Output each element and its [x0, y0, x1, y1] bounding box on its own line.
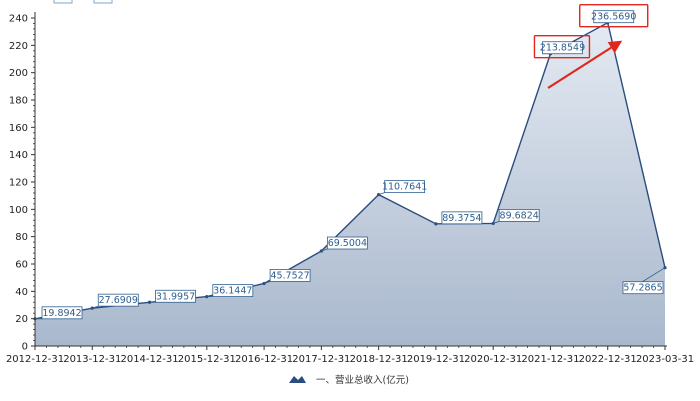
- data-label-leader: [321, 248, 328, 252]
- x-tick-label: 2014-12-31: [120, 354, 178, 365]
- y-tick-label: 0: [22, 342, 28, 353]
- data-label-box: [269, 269, 311, 282]
- y-tick-label: 120: [9, 178, 28, 189]
- data-label-box: [212, 284, 254, 298]
- x-tick-label: 2015-12-31: [178, 354, 236, 365]
- x-tick-label: 2012-12-31: [6, 354, 64, 365]
- y-tick-label: 100: [9, 205, 28, 216]
- data-label-box: [97, 293, 139, 307]
- data-label-box: [622, 281, 664, 295]
- x-tick-label: 2017-12-31: [292, 354, 350, 365]
- y-tick-label: 200: [9, 68, 28, 79]
- data-label-leader: [263, 281, 271, 284]
- y-tick-label: 180: [9, 96, 28, 107]
- data-label: 213.8549: [540, 43, 585, 54]
- data-label: 45.7527: [270, 270, 309, 281]
- x-tick-label: 2020-12-31: [464, 354, 522, 365]
- x-tick-label: 2021-12-31: [521, 354, 579, 365]
- data-label: 36.1447: [213, 286, 252, 297]
- data-label-box: [498, 209, 540, 222]
- y-tick-label: 40: [15, 287, 28, 298]
- toolbar-button-left[interactable]: [53, 0, 73, 4]
- data-label: 27.6909: [99, 295, 138, 306]
- data-label: 57.2865: [623, 283, 662, 294]
- legend-area-icon: [289, 376, 306, 383]
- data-label: 69.5004: [328, 238, 367, 249]
- data-label: 236.5690: [591, 12, 636, 23]
- x-tick-label: 2022-12-31: [579, 354, 637, 365]
- data-label-leader: [378, 192, 385, 196]
- data-label: 19.8942: [42, 308, 81, 319]
- data-label: 89.3754: [442, 213, 481, 224]
- highlight-box: [533, 35, 591, 59]
- data-label-box: [593, 10, 635, 24]
- data-label-box: [326, 236, 368, 250]
- annotations: [533, 3, 649, 89]
- data-label: 110.7641: [382, 182, 427, 193]
- data-label-box: [41, 306, 83, 320]
- legend[interactable]: 一、营业总收入(亿元): [289, 374, 409, 386]
- data-label-box: [542, 41, 583, 55]
- data-label-box: [384, 180, 426, 194]
- y-tick-label: 220: [9, 41, 28, 52]
- legend-label: 一、营业总收入(亿元): [316, 374, 409, 386]
- y-tick-label: 20: [15, 314, 28, 325]
- y-tick-label: 140: [9, 150, 28, 161]
- trend-arrow: [547, 40, 623, 89]
- data-label-box: [155, 289, 196, 303]
- x-tick-label: 2018-12-31: [350, 354, 408, 365]
- data-label: 31.9957: [156, 291, 195, 302]
- toolbar-button-right[interactable]: [93, 0, 113, 4]
- x-tick-label: 2013-12-31: [63, 354, 121, 365]
- series-area: [35, 22, 665, 347]
- y-tick-label: 160: [9, 123, 28, 134]
- x-tick-label: 2019-12-31: [407, 354, 465, 365]
- data-label-leader: [493, 221, 500, 224]
- data-point[interactable]: [147, 300, 152, 304]
- data-label-leader: [92, 305, 99, 309]
- data-label: 89.6824: [500, 210, 539, 221]
- data-label-box: [441, 211, 483, 225]
- x-tick-label: 2016-12-31: [235, 354, 293, 365]
- x-tick-label: 2023-03-31: [636, 354, 694, 365]
- y-tick-label: 80: [15, 232, 28, 243]
- y-tick-label: 240: [9, 14, 28, 25]
- data-labels: 19.8942 27.6909 31.9957 36.1447 45.7527 69.50…: [35, 10, 666, 320]
- axes: 0 20 40 60 80 100 120 140 160 180 200 220 240 2012-12…: [6, 12, 694, 365]
- y-tick-label: 60: [15, 260, 28, 271]
- highlight-box: [579, 3, 649, 28]
